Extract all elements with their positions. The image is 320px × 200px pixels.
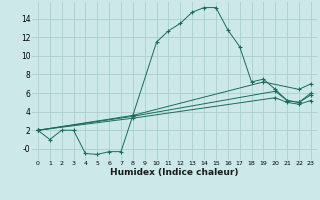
X-axis label: Humidex (Indice chaleur): Humidex (Indice chaleur) — [110, 168, 239, 177]
